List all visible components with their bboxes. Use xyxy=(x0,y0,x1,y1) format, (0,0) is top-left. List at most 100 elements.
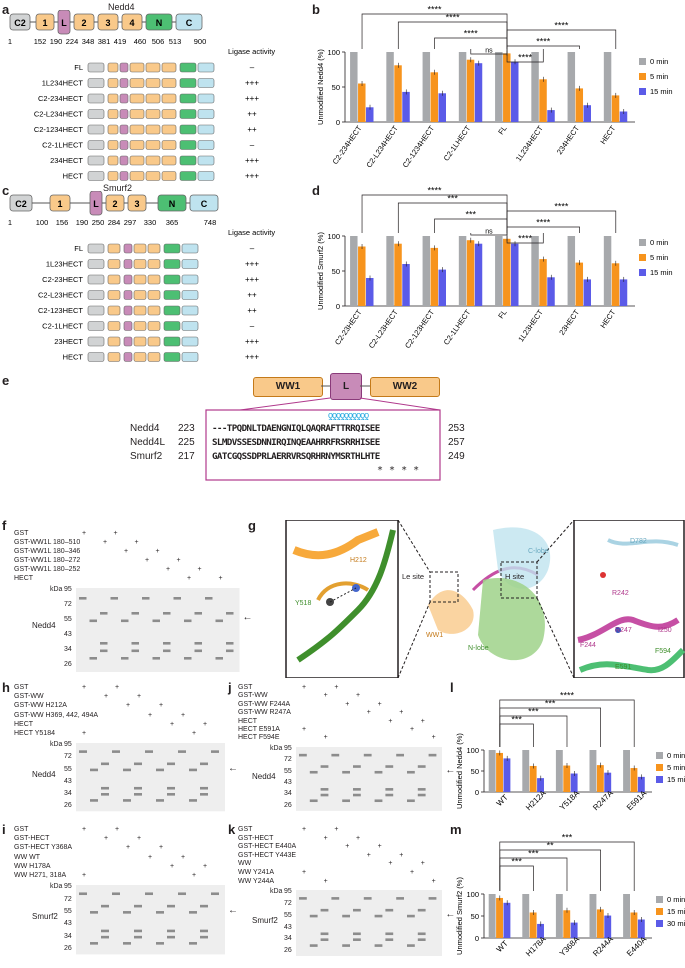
gel-band xyxy=(178,892,186,896)
y-axis-label: Unmodified Nedd4 (%) xyxy=(455,733,464,809)
gel-band xyxy=(417,793,426,797)
gel-band xyxy=(353,938,361,942)
construct-domain xyxy=(145,155,161,166)
construct-domain xyxy=(107,124,119,135)
bar xyxy=(583,105,591,122)
bar xyxy=(555,750,563,792)
gel-band xyxy=(200,762,208,766)
lane-plus-mark: + xyxy=(176,557,181,564)
significance-label: **** xyxy=(560,691,575,701)
construct-name: HECT xyxy=(63,353,84,362)
lane-plus-mark: + xyxy=(192,730,197,737)
bar xyxy=(394,65,402,122)
category-label: FL xyxy=(496,308,508,320)
significance-label: **** xyxy=(464,29,479,39)
gel-band xyxy=(309,770,318,774)
lane-plus-mark: + xyxy=(124,548,129,555)
gel-f: GST + + GST-WW1L 180–510 + + GST-WW1L 180–346 +… xyxy=(0,518,253,678)
construct-domain xyxy=(145,93,161,104)
lane-plus-mark: + xyxy=(115,684,120,691)
construct-domain xyxy=(179,155,197,166)
significance-bracket xyxy=(506,29,617,49)
gel-band xyxy=(396,753,404,757)
bar xyxy=(430,247,439,306)
bar xyxy=(611,263,620,306)
gel-band xyxy=(194,642,202,645)
bar xyxy=(563,765,571,792)
domain-label: L xyxy=(61,18,67,28)
construct-domain xyxy=(107,155,119,166)
legend-label: 0 min xyxy=(667,895,685,904)
lane-plus-mark: + xyxy=(134,539,139,546)
significance-label: *** xyxy=(545,699,556,709)
legend-label: 5 min xyxy=(650,72,668,81)
bar xyxy=(531,236,539,306)
legend-label: 15 min xyxy=(650,268,673,277)
residue-tick: 250 xyxy=(92,218,105,227)
significance-bracket xyxy=(506,210,617,233)
y-tick-label: 0 xyxy=(336,302,340,311)
construct-domain xyxy=(87,352,105,362)
lane-plus-mark: + xyxy=(126,702,131,710)
significance-label: **** xyxy=(446,13,461,23)
gel-band xyxy=(407,914,415,918)
legend-label: 15 min xyxy=(650,87,673,96)
significance-label: **** xyxy=(554,21,569,31)
category-label: C2-L23HECT xyxy=(367,308,400,350)
construct-domain xyxy=(161,155,177,166)
gel-band xyxy=(121,619,129,623)
mw-marker: 55 xyxy=(64,908,72,915)
construct-domain xyxy=(147,259,161,269)
bar xyxy=(458,236,467,306)
gel-band xyxy=(385,909,394,912)
gel-band xyxy=(353,909,361,912)
gel-protein-label: Smurf2 xyxy=(252,916,278,926)
construct-name: C2-L23HECT xyxy=(38,291,83,300)
lane-plus-mark: + xyxy=(302,684,307,691)
gel-background xyxy=(296,746,443,811)
category-label: 1L234HECT xyxy=(514,124,545,163)
gel-band xyxy=(226,642,234,645)
construct-domain xyxy=(133,259,147,269)
bar xyxy=(603,52,612,122)
significance-bracket xyxy=(397,21,508,49)
construct-domain xyxy=(87,93,105,104)
gel-band xyxy=(79,597,87,600)
construct-domain xyxy=(119,78,129,88)
bar xyxy=(555,894,563,938)
construct-name: 23HECT xyxy=(54,337,83,346)
construct-domain xyxy=(107,336,121,347)
gel-protein-label: Smurf2 xyxy=(32,912,58,922)
mw-marker: 72 xyxy=(64,895,72,903)
construct-domain xyxy=(163,305,181,316)
construct-domain xyxy=(87,259,105,269)
mw-marker: 34 xyxy=(284,790,292,798)
mw-marker: 95 xyxy=(64,883,72,891)
ligase-activity-value: +++ xyxy=(245,337,259,346)
ligase-activity-header: Ligase activity xyxy=(228,228,275,237)
gel-band xyxy=(320,909,329,912)
gel-condition-label: HECT Y5184 xyxy=(14,730,55,737)
construct-domain xyxy=(107,140,119,150)
kda-label: kDa xyxy=(50,883,63,891)
lane-plus-mark: + xyxy=(334,684,339,691)
lane-plus-mark: + xyxy=(103,539,108,546)
category-label: C2-L234HECT xyxy=(364,124,400,170)
legend-swatch xyxy=(639,88,646,95)
gel-band xyxy=(200,936,208,939)
bar xyxy=(511,61,519,122)
gel-band xyxy=(200,793,208,796)
significance-label: *** xyxy=(528,849,539,859)
construct-name: 234HECT xyxy=(50,156,83,165)
gel-band xyxy=(145,750,153,754)
gel-band xyxy=(101,929,109,933)
gel-band xyxy=(90,911,98,914)
lane-plus-mark: + xyxy=(345,700,350,708)
domain-label: 3 xyxy=(134,199,139,209)
bar xyxy=(503,758,511,792)
bar xyxy=(358,246,366,306)
construct-domain xyxy=(147,274,161,285)
construct-domain xyxy=(147,352,161,362)
band-arrow-icon: ← xyxy=(445,765,456,777)
